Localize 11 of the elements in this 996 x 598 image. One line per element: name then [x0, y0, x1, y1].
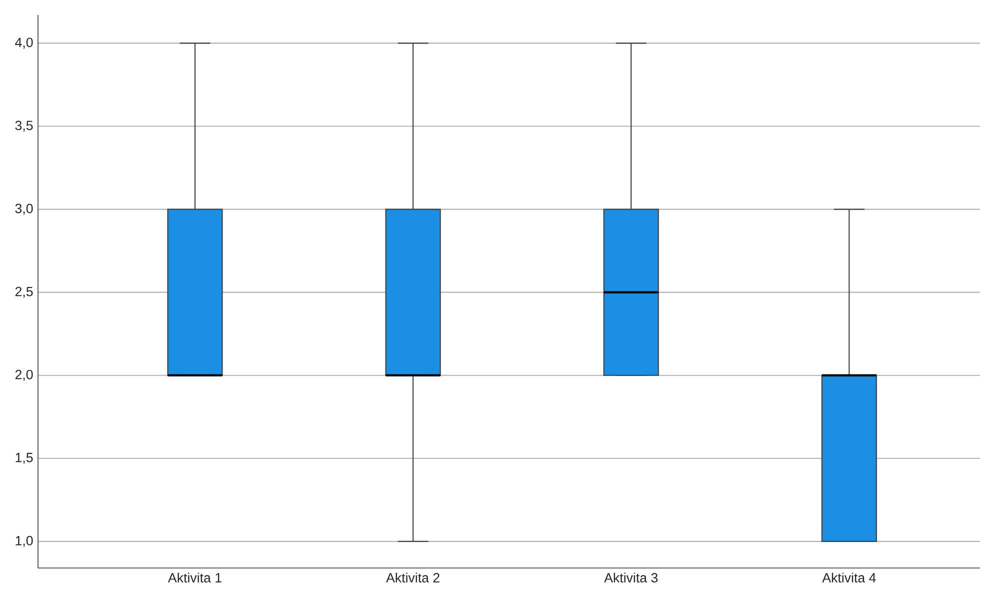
y-tick-label: 1,5 — [16, 452, 33, 464]
x-tick-label: Aktivita 3 — [604, 572, 658, 582]
x-tick-label: Aktivita 2 — [386, 572, 440, 582]
y-tick-label: 4,0 — [15, 38, 33, 49]
y-tick-label: 2,0 — [15, 370, 33, 381]
x-tick-label: Aktivita 1 — [168, 572, 222, 582]
y-tick-label: 2,5 — [15, 286, 33, 298]
y-tick-label: 3,0 — [15, 204, 33, 215]
x-tick-label: Aktivita 4 — [822, 572, 876, 582]
y-tick-label: 3,5 — [15, 120, 33, 132]
y-tick-label: 1,0 — [16, 536, 33, 547]
